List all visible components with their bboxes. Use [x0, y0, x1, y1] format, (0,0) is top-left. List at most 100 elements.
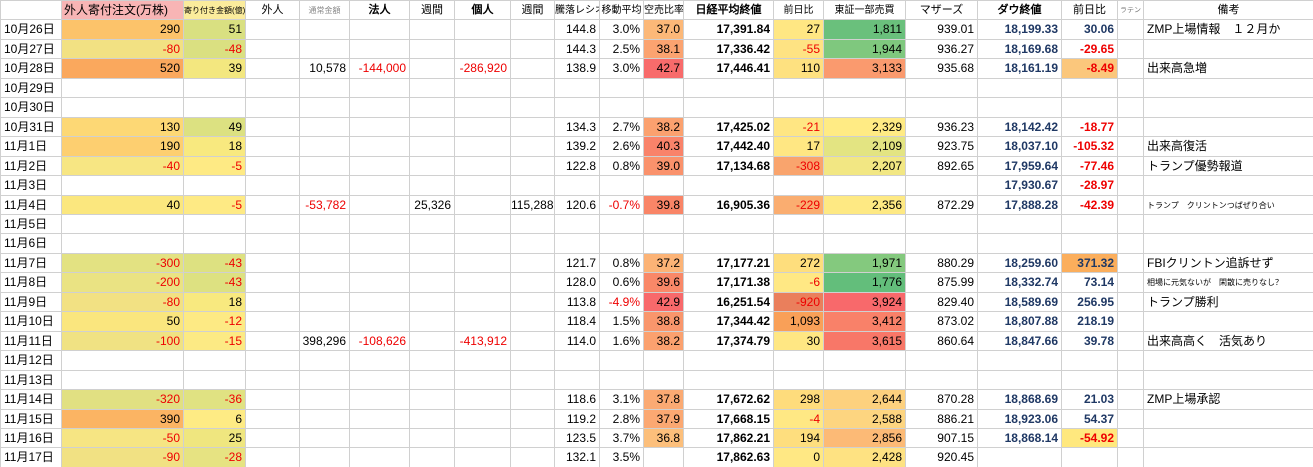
cell-g[interactable]	[410, 253, 455, 274]
cell-n[interactable]: 27	[774, 20, 824, 40]
column-header-q[interactable]: ダウ終値	[978, 1, 1062, 21]
cell-l[interactable]: 39.8	[644, 195, 684, 215]
cell-g[interactable]	[410, 176, 455, 196]
cell-l[interactable]: 38.1	[644, 39, 684, 60]
cell-k[interactable]: 2.7%	[600, 117, 644, 138]
cell-p[interactable]: 886.21	[906, 409, 978, 429]
cell-d[interactable]	[246, 234, 300, 254]
cell-t[interactable]: 出来高復活	[1144, 137, 1313, 157]
cell-m[interactable]	[684, 234, 774, 254]
cell-q[interactable]: 18,259.60	[978, 253, 1062, 274]
cell-c[interactable]: 18	[184, 292, 246, 313]
cell-r[interactable]: 256.95	[1062, 292, 1118, 313]
cell-e[interactable]	[300, 253, 350, 274]
cell-c[interactable]: 51	[184, 20, 246, 40]
cell-i[interactable]	[511, 351, 555, 371]
cell-e[interactable]	[300, 39, 350, 60]
cell-l[interactable]: 40.3	[644, 137, 684, 157]
cell-o[interactable]: 3,133	[824, 59, 906, 79]
cell-h[interactable]: -413,912	[455, 331, 511, 352]
cell-m[interactable]	[684, 370, 774, 391]
cell-r[interactable]	[1062, 351, 1118, 371]
row-date[interactable]: 11月10日	[1, 312, 62, 332]
cell-i[interactable]	[511, 448, 555, 467]
cell-h[interactable]	[455, 273, 511, 293]
cell-s[interactable]	[1118, 370, 1144, 391]
cell-o[interactable]: 2,329	[824, 117, 906, 138]
cell-s[interactable]	[1118, 428, 1144, 449]
cell-c[interactable]	[184, 234, 246, 254]
cell-q[interactable]: 18,589.69	[978, 292, 1062, 313]
cell-d[interactable]	[246, 351, 300, 371]
cell-h[interactable]	[455, 370, 511, 391]
cell-h[interactable]: -286,920	[455, 59, 511, 79]
cell-t[interactable]: ZMP上場承認	[1144, 390, 1313, 410]
cell-m[interactable]: 17,344.42	[684, 312, 774, 332]
cell-g[interactable]	[410, 78, 455, 99]
cell-e[interactable]	[300, 156, 350, 177]
cell-b[interactable]: -40	[62, 156, 184, 177]
cell-m[interactable]: 17,171.38	[684, 273, 774, 293]
cell-j[interactable]: 114.0	[555, 331, 600, 352]
cell-f[interactable]	[350, 98, 410, 118]
cell-f[interactable]	[350, 156, 410, 177]
cell-e[interactable]	[300, 370, 350, 391]
cell-c[interactable]	[184, 214, 246, 235]
cell-b[interactable]: 40	[62, 195, 184, 215]
column-header-b[interactable]: 外人寄付注文(万株)	[62, 1, 184, 21]
cell-m[interactable]: 17,134.68	[684, 156, 774, 177]
cell-n[interactable]	[774, 176, 824, 196]
cell-p[interactable]	[906, 78, 978, 99]
cell-e[interactable]	[300, 448, 350, 467]
cell-j[interactable]: 119.2	[555, 409, 600, 429]
cell-m[interactable]: 17,177.21	[684, 253, 774, 274]
cell-o[interactable]	[824, 176, 906, 196]
cell-j[interactable]: 123.5	[555, 428, 600, 449]
cell-s[interactable]	[1118, 253, 1144, 274]
cell-e[interactable]: 10,578	[300, 59, 350, 79]
cell-k[interactable]: 2.6%	[600, 137, 644, 157]
column-header-k[interactable]: 移動平均	[600, 1, 644, 21]
cell-e[interactable]	[300, 98, 350, 118]
cell-t[interactable]	[1144, 371, 1313, 391]
cell-i[interactable]	[511, 78, 555, 99]
cell-f[interactable]	[350, 428, 410, 449]
cell-d[interactable]	[246, 98, 300, 118]
cell-l[interactable]: 38.2	[644, 117, 684, 138]
cell-k[interactable]: 0.8%	[600, 156, 644, 177]
cell-s[interactable]	[1118, 20, 1144, 40]
cell-k[interactable]: 3.7%	[600, 428, 644, 449]
cell-s[interactable]	[1118, 273, 1144, 293]
cell-m[interactable]	[684, 78, 774, 99]
cell-g[interactable]	[410, 137, 455, 157]
cell-b[interactable]	[62, 370, 184, 391]
cell-s[interactable]	[1118, 156, 1144, 177]
cell-g[interactable]	[410, 156, 455, 177]
cell-d[interactable]	[246, 390, 300, 410]
cell-c[interactable]: 39	[184, 59, 246, 79]
cell-b[interactable]	[62, 176, 184, 196]
cell-l[interactable]: 39.6	[644, 273, 684, 293]
row-date[interactable]: 11月3日	[1, 176, 62, 196]
cell-t[interactable]: トランプ クリントンつばぜり合い	[1144, 196, 1313, 215]
cell-i[interactable]	[511, 370, 555, 391]
cell-d[interactable]	[246, 409, 300, 429]
cell-f[interactable]	[350, 214, 410, 235]
cell-h[interactable]	[455, 351, 511, 371]
cell-r[interactable]: -8.49	[1062, 59, 1118, 79]
cell-q[interactable]	[978, 448, 1062, 467]
cell-q[interactable]: 18,142.42	[978, 117, 1062, 138]
cell-o[interactable]: 2,207	[824, 156, 906, 177]
row-date[interactable]: 10月31日	[1, 117, 62, 138]
cell-n[interactable]	[774, 234, 824, 254]
cell-s[interactable]	[1118, 59, 1144, 79]
cell-p[interactable]: 907.15	[906, 428, 978, 449]
cell-h[interactable]	[455, 214, 511, 235]
cell-d[interactable]	[246, 117, 300, 138]
cell-p[interactable]	[906, 370, 978, 391]
cell-j[interactable]: 118.6	[555, 390, 600, 410]
cell-p[interactable]	[906, 176, 978, 196]
cell-q[interactable]	[978, 78, 1062, 99]
column-header-c[interactable]: 寄り付き金額(億)	[184, 1, 246, 21]
cell-j[interactable]: 113.8	[555, 292, 600, 313]
